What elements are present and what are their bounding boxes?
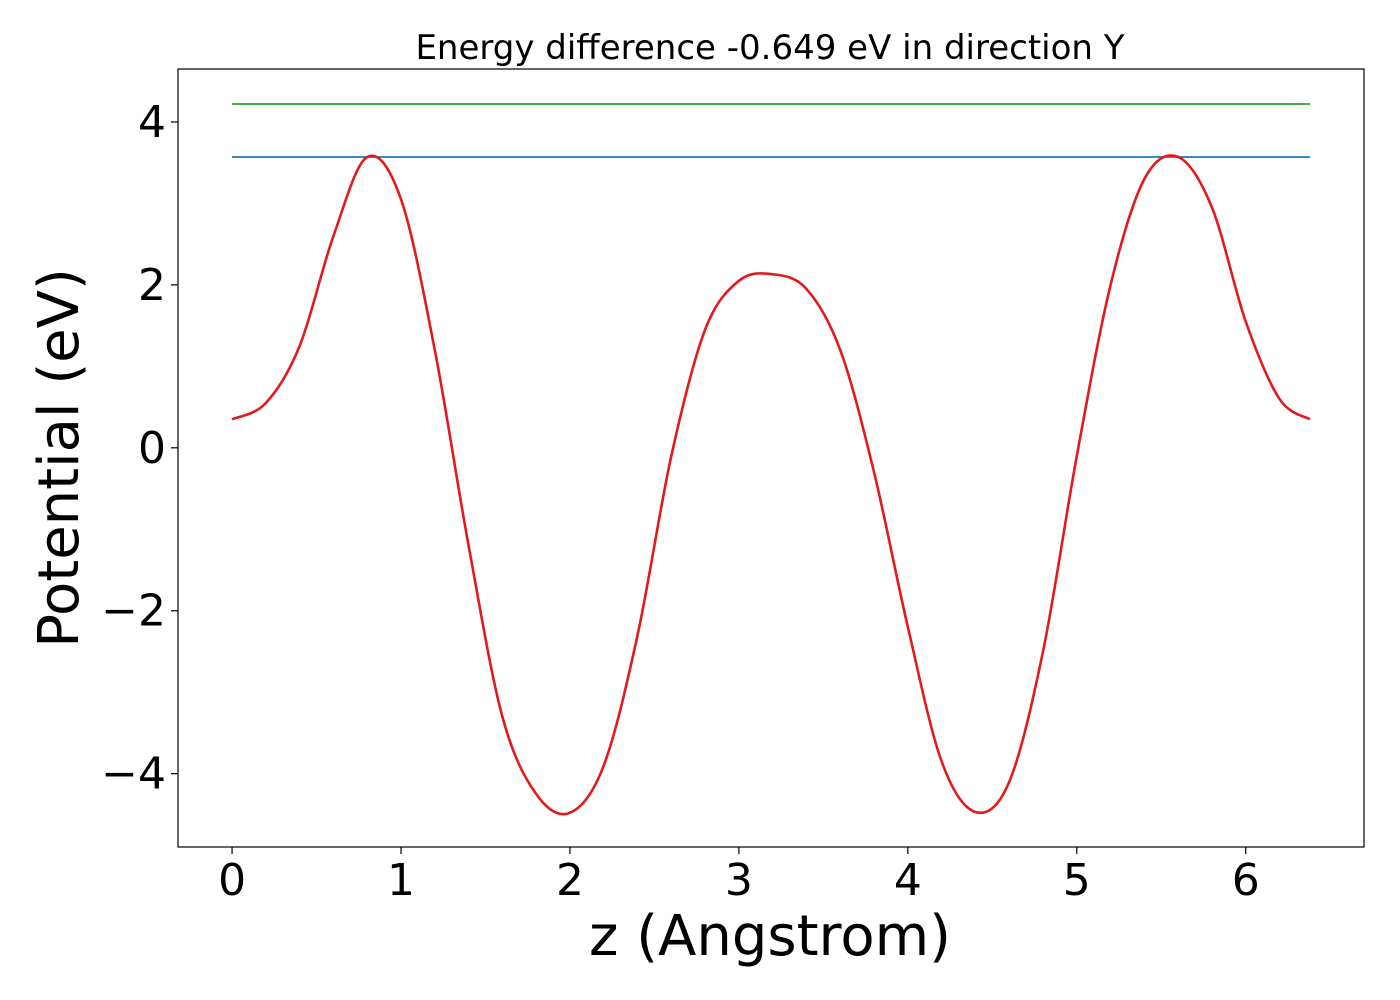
y-tick-label: −2 [101, 586, 166, 637]
y-axis-label: Potential (eV) [27, 268, 92, 648]
x-tick-label: 4 [894, 855, 922, 906]
series-layer [231, 103, 1311, 816]
y-tick-label: −4 [101, 749, 166, 800]
x-axis-label: z (Angstrom) [589, 904, 951, 969]
y-axis: −4 −2 0 2 4 [101, 97, 178, 800]
y-tick-label: 0 [138, 423, 166, 474]
y-tick-label: 4 [138, 97, 166, 148]
x-tick-label: 6 [1232, 855, 1260, 906]
y-tick-label: 2 [138, 260, 166, 311]
x-tick-label: 0 [218, 855, 246, 906]
x-axis: 0 1 2 3 4 5 6 [218, 847, 1260, 906]
chart-title: Energy difference -0.649 eV in direction… [415, 28, 1124, 68]
x-tick-label: 2 [556, 855, 584, 906]
x-tick-label: 1 [387, 855, 415, 906]
x-tick-label: 3 [725, 855, 753, 906]
plot-frame [177, 68, 1365, 848]
x-tick-label: 5 [1063, 855, 1091, 906]
plot-area [178, 69, 1364, 847]
series-line-3 [231, 154, 1311, 816]
